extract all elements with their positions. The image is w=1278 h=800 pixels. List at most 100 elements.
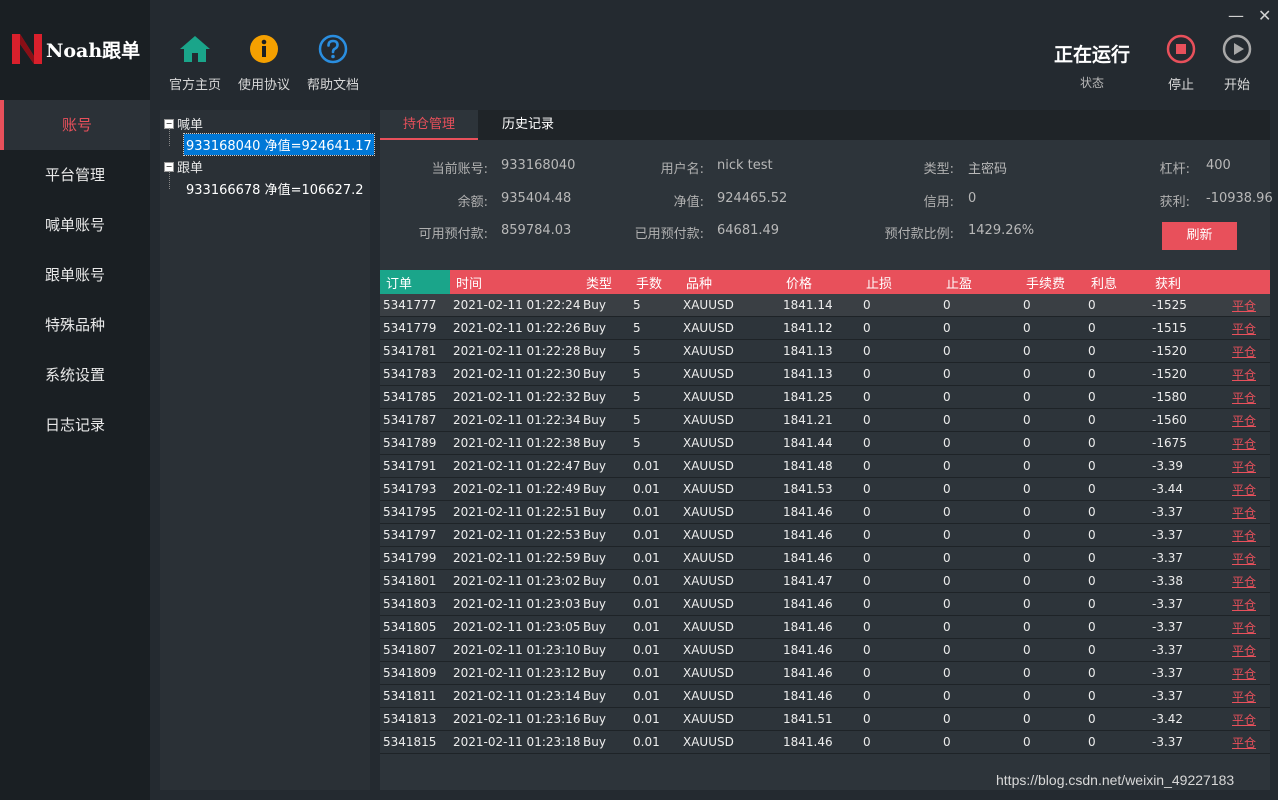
profit-value: -10938.96 <box>1206 191 1273 206</box>
collapse-icon[interactable]: − <box>164 118 174 129</box>
table-row[interactable]: 5341781 2021-02-11 01:22:28 Buy 5 XAUUSD 1841… <box>380 339 1270 363</box>
collapse-icon[interactable]: − <box>164 161 174 172</box>
minimize-button[interactable]: — <box>1228 6 1244 25</box>
column-header[interactable]: 手数 <box>630 270 680 294</box>
table-row[interactable]: 5341779 2021-02-11 01:22:26 Buy 5 XAUUSD 1841… <box>380 316 1270 340</box>
column-header[interactable]: 利息 <box>1085 270 1149 294</box>
table-cell: -1515 <box>1149 316 1229 340</box>
table-cell: 0 <box>940 546 1020 570</box>
table-cell: XAUUSD <box>680 730 780 754</box>
table-row[interactable]: 5341777 2021-02-11 01:22:24 Buy 5 XAUUSD 1841… <box>380 294 1270 317</box>
table-row[interactable]: 5341809 2021-02-11 01:23:12 Buy 0.01 XAUUSD 1… <box>380 661 1270 685</box>
close-position-link[interactable]: 平仓 <box>1229 408 1270 432</box>
table-row[interactable]: 5341811 2021-02-11 01:23:14 Buy 0.01 XAUUSD 1… <box>380 684 1270 708</box>
sidebar-item-signal-accounts[interactable]: 喊单账号 <box>44 216 105 234</box>
column-header[interactable]: 手续费 <box>1020 270 1085 294</box>
column-header[interactable]: 获利 <box>1149 270 1229 294</box>
close-position-link[interactable]: 平仓 <box>1229 454 1270 478</box>
column-header[interactable]: 品种 <box>680 270 780 294</box>
table-cell: Buy <box>580 684 630 708</box>
column-header[interactable]: 止损 <box>860 270 940 294</box>
tree-item-follower-account[interactable]: 933166678 净值=106627.2 <box>186 183 364 198</box>
tab-positions[interactable]: 持仓管理 <box>380 110 478 140</box>
close-position-link[interactable]: 平仓 <box>1229 730 1270 754</box>
sidebar-item-settings[interactable]: 系统设置 <box>44 366 105 384</box>
table-cell: 0 <box>1020 294 1085 317</box>
close-position-link[interactable]: 平仓 <box>1229 362 1270 386</box>
close-position-link[interactable]: 平仓 <box>1229 523 1270 547</box>
table-row[interactable]: 5341813 2021-02-11 01:23:16 Buy 0.01 XAUUSD 1… <box>380 707 1270 731</box>
close-position-link[interactable]: 平仓 <box>1229 500 1270 524</box>
help-label: 帮助文档 <box>306 78 359 93</box>
column-header[interactable]: 价格 <box>780 270 860 294</box>
column-header[interactable]: 类型 <box>580 270 630 294</box>
table-row[interactable]: 5341791 2021-02-11 01:22:47 Buy 0.01 XAUUSD 1… <box>380 454 1270 478</box>
table-row[interactable]: 5341807 2021-02-11 01:23:10 Buy 0.01 XAUUSD 1… <box>380 638 1270 662</box>
close-position-link[interactable]: 平仓 <box>1229 615 1270 639</box>
tab-history[interactable]: 历史记录 <box>501 117 554 132</box>
sidebar-item-follower-accounts[interactable]: 跟单账号 <box>44 266 105 284</box>
tree-item-signal-account[interactable]: 933168040 净值=924641.17 <box>183 133 375 156</box>
table-cell: Buy <box>580 523 630 547</box>
sidebar-item-account[interactable]: 账号 <box>0 100 150 150</box>
table-row[interactable]: 5341797 2021-02-11 01:22:53 Buy 0.01 XAUUSD 1… <box>380 523 1270 547</box>
sidebar-item-platform[interactable]: 平台管理 <box>44 166 105 184</box>
table-cell: 1841.21 <box>780 408 860 432</box>
close-position-link[interactable]: 平仓 <box>1229 316 1270 340</box>
close-position-link[interactable]: 平仓 <box>1229 477 1270 501</box>
tree-group-follower[interactable]: − 跟单 <box>164 157 203 176</box>
table-cell: Buy <box>580 385 630 409</box>
logo-mark-icon <box>10 30 44 68</box>
sidebar-item-special-symbols[interactable]: 特殊品种 <box>44 316 105 334</box>
table-row[interactable]: 5341799 2021-02-11 01:22:59 Buy 0.01 XAUUSD 1… <box>380 546 1270 570</box>
close-position-link[interactable]: 平仓 <box>1229 661 1270 685</box>
close-position-link[interactable]: 平仓 <box>1229 592 1270 616</box>
help-button[interactable]: 帮助文档 <box>298 34 368 93</box>
table-row[interactable]: 5341801 2021-02-11 01:23:02 Buy 0.01 XAUUSD 1… <box>380 569 1270 593</box>
table-row[interactable]: 5341787 2021-02-11 01:22:34 Buy 5 XAUUSD 1841… <box>380 408 1270 432</box>
table-cell: XAUUSD <box>680 385 780 409</box>
table-row[interactable]: 5341815 2021-02-11 01:23:18 Buy 0.01 XAUUSD 1… <box>380 730 1270 754</box>
table-row[interactable]: 5341789 2021-02-11 01:22:38 Buy 5 XAUUSD 1841… <box>380 431 1270 455</box>
table-cell: 0 <box>1085 408 1149 432</box>
table-row[interactable]: 5341793 2021-02-11 01:22:49 Buy 0.01 XAUUSD 1… <box>380 477 1270 501</box>
table-row[interactable]: 5341805 2021-02-11 01:23:05 Buy 0.01 XAUUSD 1… <box>380 615 1270 639</box>
table-cell: 0 <box>1020 477 1085 501</box>
username-label: 用户名: <box>660 162 704 177</box>
agreement-button[interactable]: 使用协议 <box>229 34 299 93</box>
close-position-link[interactable]: 平仓 <box>1229 546 1270 570</box>
close-position-link[interactable]: 平仓 <box>1229 294 1270 317</box>
table-row[interactable]: 5341795 2021-02-11 01:22:51 Buy 0.01 XAUUSD 1… <box>380 500 1270 524</box>
close-position-link[interactable]: 平仓 <box>1229 569 1270 593</box>
sidebar-item-logs[interactable]: 日志记录 <box>44 416 105 434</box>
close-position-link[interactable]: 平仓 <box>1229 431 1270 455</box>
close-position-link[interactable]: 平仓 <box>1229 339 1270 363</box>
table-cell: 0 <box>940 684 1020 708</box>
close-position-link[interactable]: 平仓 <box>1229 684 1270 708</box>
column-header[interactable]: 止盈 <box>940 270 1020 294</box>
table-row[interactable]: 5341783 2021-02-11 01:22:30 Buy 5 XAUUSD 1841… <box>380 362 1270 386</box>
stop-button[interactable]: 停止 <box>1146 34 1216 93</box>
start-label: 开始 <box>1223 78 1250 93</box>
close-position-link[interactable]: 平仓 <box>1229 385 1270 409</box>
column-header[interactable]: 订单 <box>380 270 450 294</box>
credit-value: 0 <box>968 191 977 206</box>
close-position-link[interactable]: 平仓 <box>1229 638 1270 662</box>
home-button[interactable]: 官方主页 <box>160 34 230 93</box>
table-cell: 5 <box>630 294 680 317</box>
table-row[interactable]: 5341785 2021-02-11 01:22:32 Buy 5 XAUUSD 1841… <box>380 385 1270 409</box>
close-button[interactable]: ✕ <box>1258 6 1272 25</box>
table-cell: 0 <box>940 385 1020 409</box>
table-cell: Buy <box>580 500 630 524</box>
start-button[interactable]: 开始 <box>1202 34 1272 93</box>
column-header[interactable]: 时间 <box>450 270 580 294</box>
table-cell: 0 <box>1085 684 1149 708</box>
column-header[interactable] <box>1229 270 1270 294</box>
table-cell: 0 <box>940 408 1020 432</box>
table-cell: -3.37 <box>1149 684 1229 708</box>
refresh-button[interactable]: 刷新 <box>1162 222 1237 250</box>
tree-group-signal[interactable]: − 喊单 <box>164 114 203 133</box>
table-row[interactable]: 5341803 2021-02-11 01:23:03 Buy 0.01 XAUUSD 1… <box>380 592 1270 616</box>
table-cell: XAUUSD <box>680 569 780 593</box>
close-position-link[interactable]: 平仓 <box>1229 707 1270 731</box>
